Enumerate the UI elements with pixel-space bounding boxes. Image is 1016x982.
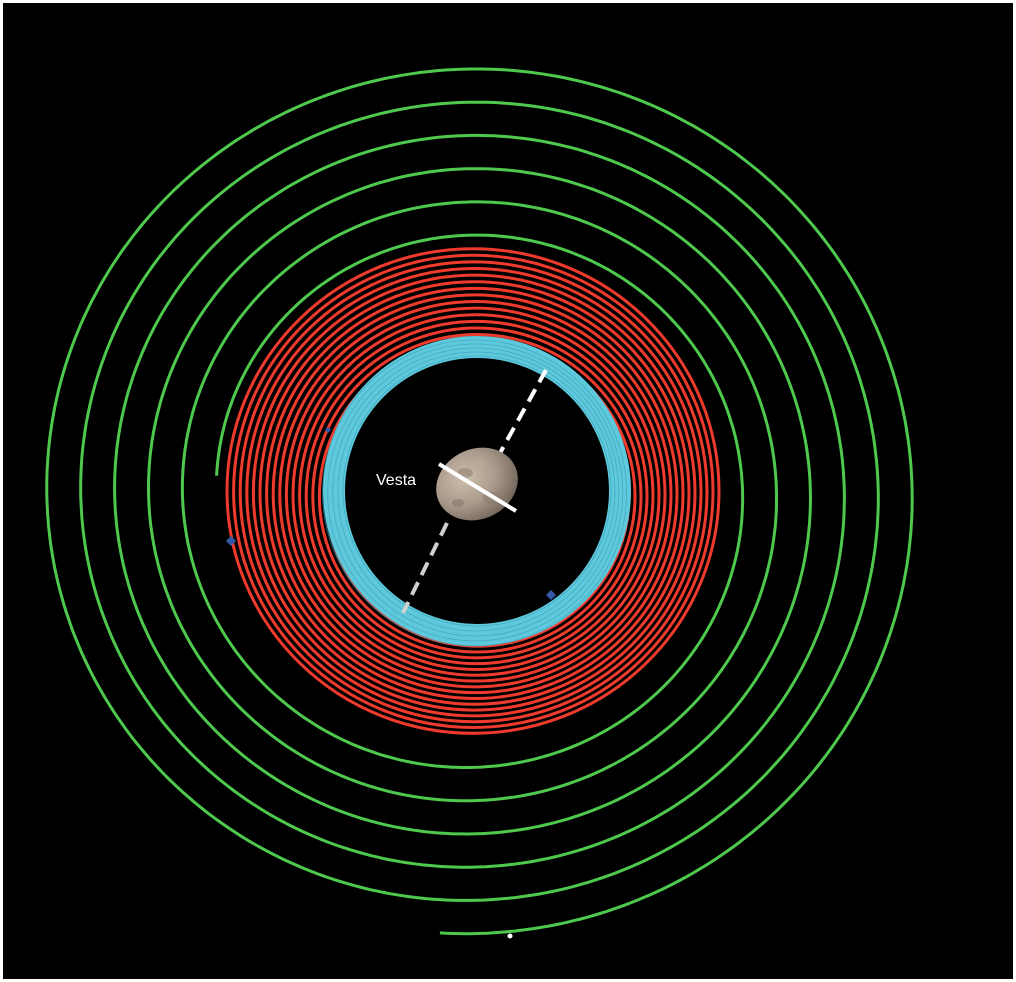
spin-axis-line (437, 462, 518, 513)
mid-spiral-loop (278, 300, 673, 689)
body-label: Vesta (376, 472, 416, 489)
mid-spiral-loop (284, 306, 667, 683)
inner-orbit-ring (322, 336, 631, 647)
mid-spiral-loop (238, 260, 709, 724)
diagram-canvas: Vesta (3, 3, 1013, 979)
inner-orbit-line (342, 355, 612, 627)
marker-diamond (226, 536, 236, 546)
mid-spiral-loop (271, 293, 679, 695)
marker-diamond (325, 427, 331, 433)
mid-spiral-loop (258, 280, 691, 706)
mid-spiral-loop (298, 319, 655, 671)
mid-spiral-loop (311, 333, 643, 660)
inner-orbit-line (322, 339, 628, 647)
mid-spiral-loop (251, 273, 697, 712)
axis-dashed-lower (401, 522, 449, 614)
inner-orbit-line (332, 347, 620, 637)
mid-spiral-loop (225, 247, 721, 735)
asteroid-image (436, 447, 518, 521)
mid-spiral-loop (304, 326, 649, 666)
approach-spiral-path (45, 67, 914, 936)
inner-orbit-line (327, 343, 624, 642)
mid-spiral-loop (265, 286, 685, 700)
marker-diamond (546, 590, 556, 600)
orbit-diagram: Vesta (45, 67, 914, 939)
approach-spiral (45, 67, 914, 936)
mid-spiral-loop (245, 267, 703, 718)
inner-orbit-band (323, 336, 631, 646)
inner-orbit-line (337, 351, 616, 632)
mid-spiral-loop (232, 253, 715, 730)
axis-dashed-upper (498, 369, 548, 454)
spiral-end-point (507, 933, 513, 939)
mid-spiral-loop (291, 313, 661, 677)
